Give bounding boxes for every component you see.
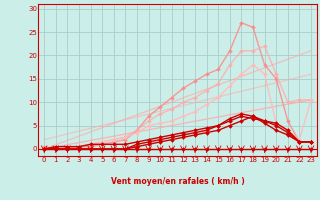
- X-axis label: Vent moyen/en rafales ( km/h ): Vent moyen/en rafales ( km/h ): [111, 177, 244, 186]
